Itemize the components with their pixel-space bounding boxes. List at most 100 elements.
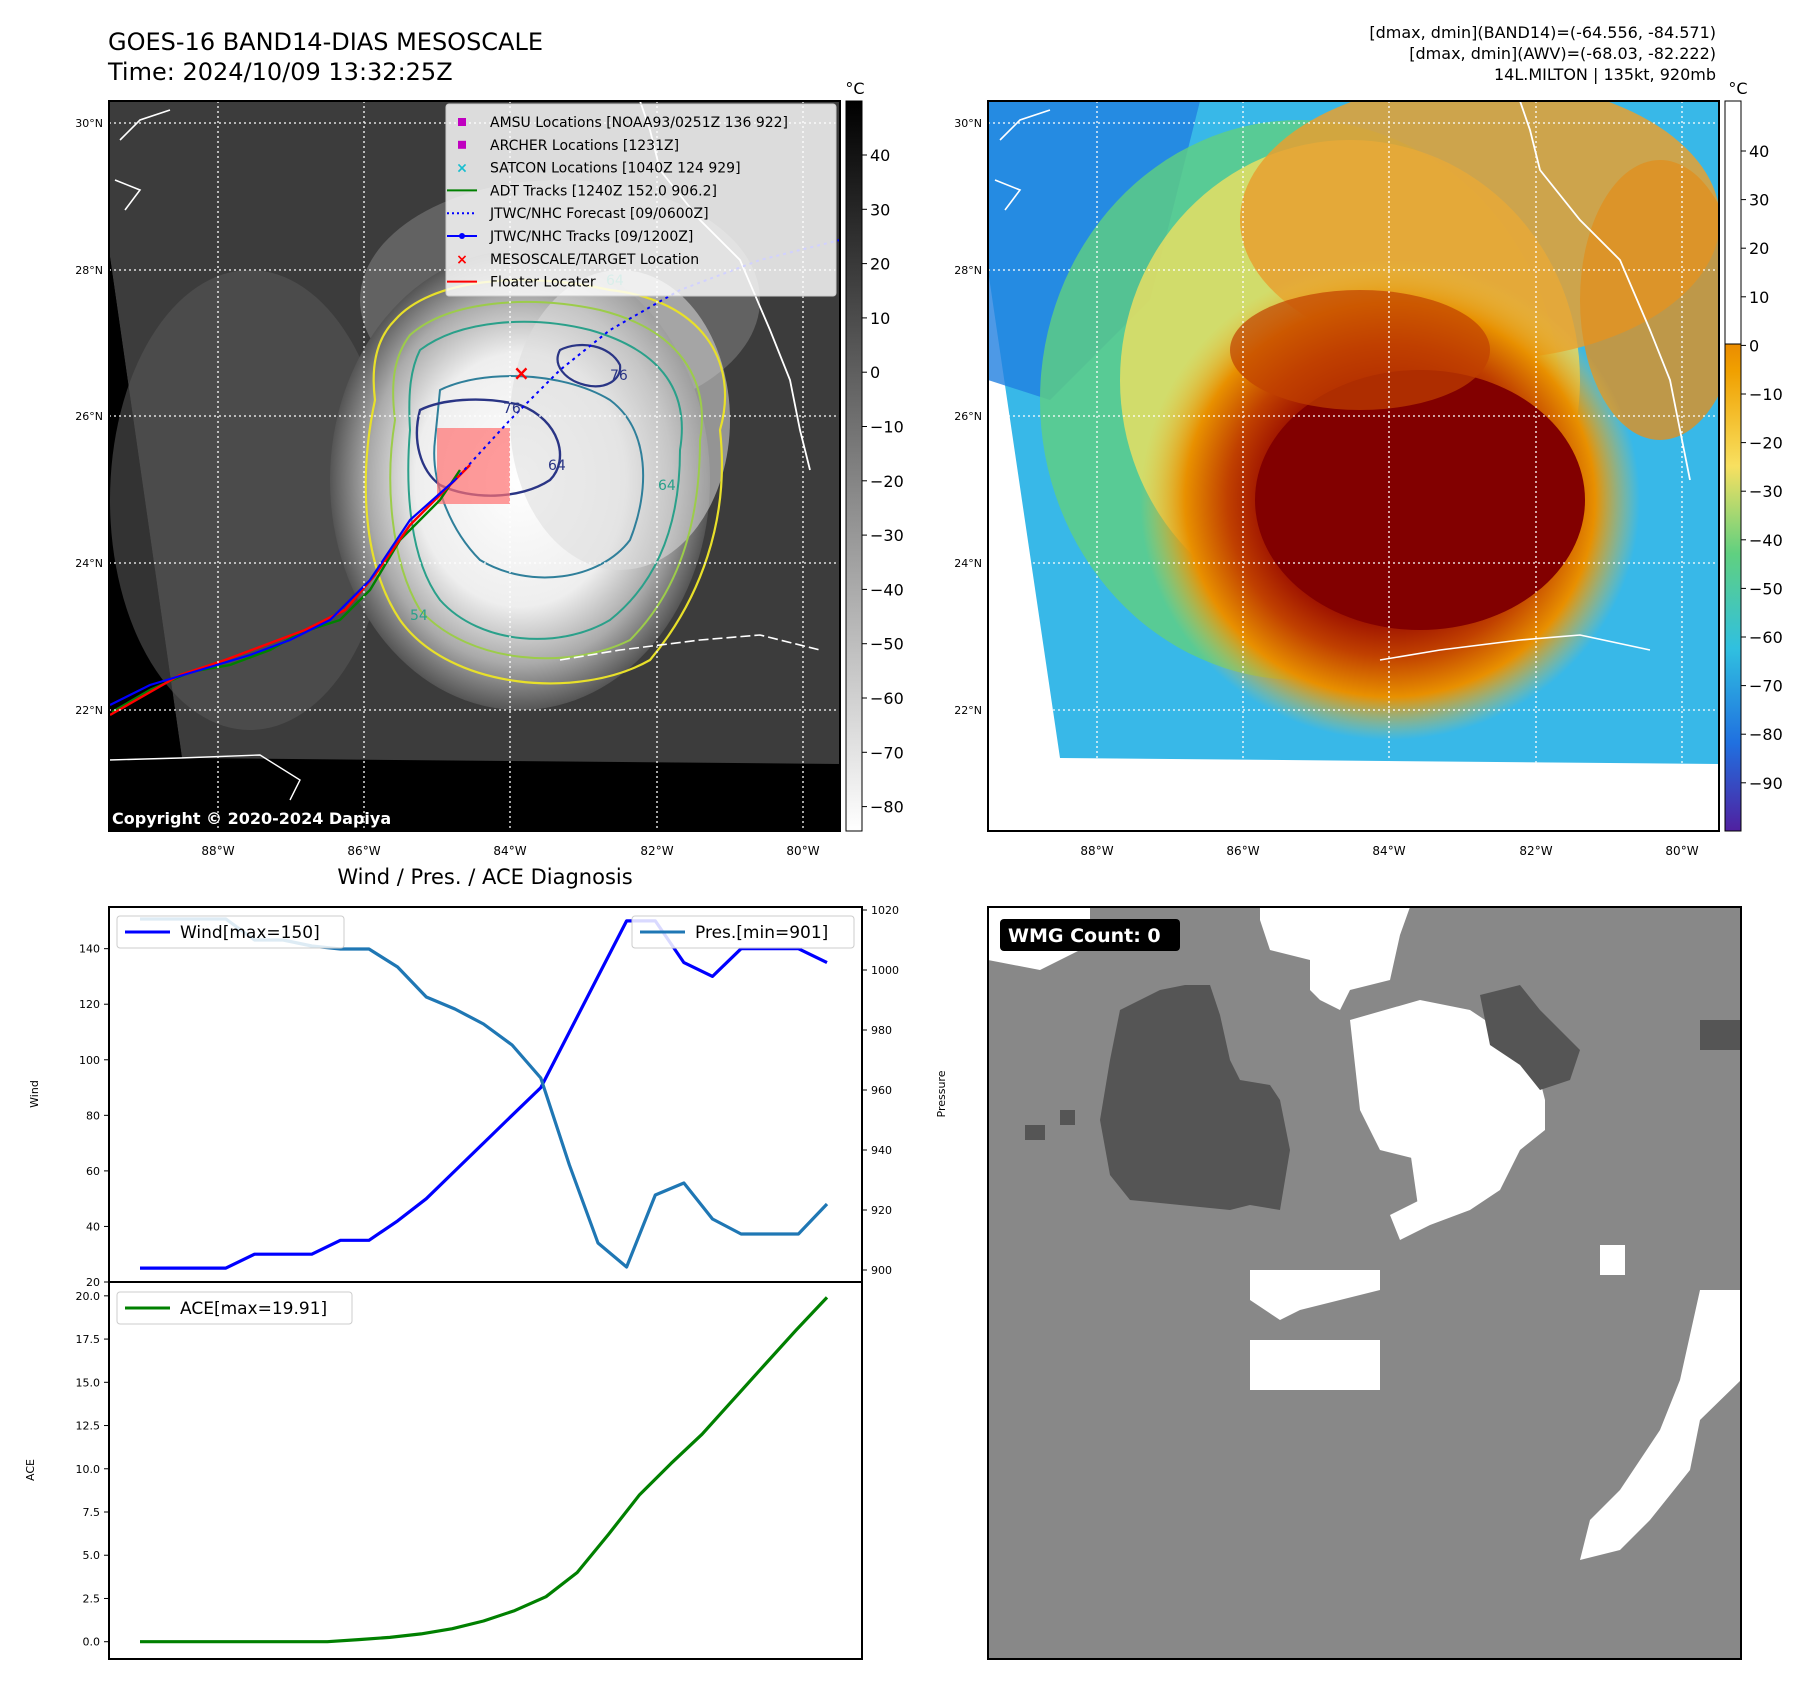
colorbar-tick-label: 0: [1749, 336, 1759, 355]
lat-tick-label: 26°N: [75, 410, 103, 423]
y-tick-label: 7.5: [83, 1506, 101, 1519]
y2-tick-label: 960: [871, 1084, 892, 1097]
target-marker: ×: [513, 361, 530, 385]
lat-tick-label: 22°N: [75, 704, 103, 717]
wind-legend-label: Wind[max=150]: [180, 923, 320, 943]
right-colorbar-ticks: 40 30 20 10 0 −10 −20 −30 −40 −50 −60 −70 −80 −90: [1741, 142, 1783, 793]
contour-label: 76: [503, 401, 521, 417]
right-colorbar-white-segment: [1724, 100, 1742, 345]
colorbar-tick-label: −70: [1749, 677, 1783, 696]
colorbar-tick-label: 30: [1749, 191, 1769, 210]
lon-tick-label: 82°W: [640, 844, 673, 858]
left-map-imagery: × 64 64 54 76 76 64: [109, 101, 840, 801]
y-tick-label: 140: [79, 943, 100, 956]
legend-label: AMSU Locations [NOAA93/0251Z 136 922]: [490, 115, 788, 131]
colorbar-tick-label: −20: [870, 472, 904, 491]
colorbar-tick-label: −80: [870, 798, 904, 817]
lon-tick-label: 80°W: [786, 844, 819, 858]
y2-tick-label: 940: [871, 1144, 892, 1157]
right-map-axis-labels: 30°N 28°N 26°N 24°N 22°N 88°W 86°W 84°W 82°W 80°W: [954, 117, 1698, 858]
left-map-frame: [108, 100, 841, 832]
series-line-ace: [140, 1296, 829, 1644]
colorbar-tick-label: −70: [870, 743, 904, 762]
left-colorbar-ticks: 40 30 20 10 0 −10 −20 −30 −40 −50 −60 −70 −80: [862, 146, 904, 817]
y-tick-label: 17.5: [76, 1333, 101, 1346]
y2-tick-label: 980: [871, 1024, 892, 1037]
y-tick-label: 120: [79, 998, 100, 1011]
lon-tick-label: 84°W: [1372, 844, 1405, 858]
colorbar-tick-label: 20: [1749, 239, 1769, 258]
legend-label: ADT Tracks [1240Z 152.0 906.2]: [490, 183, 717, 199]
lat-tick-label: 28°N: [75, 264, 103, 277]
y-tick-label: 80: [86, 1109, 100, 1122]
wmg-panel: WMG Count: 0: [987, 906, 1742, 1660]
lon-tick-label: 88°W: [201, 844, 234, 858]
colorbar-tick-label: −50: [1749, 579, 1783, 598]
legend-marker-dot: [459, 233, 465, 239]
legend-label: Floater Locater: [490, 275, 596, 291]
pressure-legend-box: [631, 915, 855, 949]
wind-axis-label: Wind: [28, 1080, 41, 1108]
colorbar-tick-label: −30: [870, 526, 904, 545]
left-map-axis-labels: 30°N 28°N 26°N 24°N 22°N 88°W 86°W 84°W 82°W 80°W: [75, 117, 819, 858]
colorbar-tick-label: 40: [870, 146, 890, 165]
colorbar-tick-label: −60: [1749, 628, 1783, 647]
y2-tick-label: 1000: [871, 964, 899, 977]
y-tick-label: 60: [86, 1165, 100, 1178]
colorbar-tick-label: −60: [870, 689, 904, 708]
wmg-count-label: WMG Count: 0: [1008, 925, 1161, 947]
lat-tick-label: 22°N: [954, 704, 982, 717]
wind-pressure-chart: 20 40 60 80 100 120 140 900 920 940 960 980 1000 1020…: [28, 904, 948, 1289]
lat-tick-label: 26°N: [954, 410, 982, 423]
pressure-legend-label: Pres.[min=901]: [695, 923, 828, 943]
colorbar-tick-label: −10: [870, 418, 904, 437]
colorbar-tick-label: −80: [1749, 725, 1783, 744]
contour-label: 64: [658, 478, 676, 494]
left-colorbar-unit: °C: [845, 79, 864, 98]
lat-tick-label: 24°N: [75, 557, 103, 570]
legend-marker: ×: [456, 161, 468, 177]
y-tick-label: 100: [79, 1054, 100, 1067]
ace-axis-label: ACE: [24, 1459, 37, 1481]
left-colorbar: [845, 100, 863, 832]
colorbar-tick-label: −10: [1749, 385, 1783, 404]
contour-label: 54: [410, 608, 428, 624]
storm-info: 14L.MILTON | 135kt, 920mb: [1494, 65, 1716, 84]
legend-label: JTWC/NHC Tracks [09/1200Z]: [489, 229, 693, 245]
figure-title: GOES-16 BAND14-DIAS MESOSCALE: [108, 28, 543, 56]
lat-tick-label: 28°N: [954, 264, 982, 277]
ace-legend-box: [116, 1291, 353, 1325]
legend-marker: [458, 140, 466, 149]
y-tick-label: 10.0: [76, 1463, 101, 1476]
lon-tick-label: 80°W: [1665, 844, 1698, 858]
colorbar-tick-label: −50: [870, 635, 904, 654]
legend-label: ARCHER Locations [1231Z]: [490, 138, 679, 154]
colorbar-tick-label: −90: [1749, 774, 1783, 793]
right-map-panel: 30°N 28°N 26°N 24°N 22°N 88°W 86°W 84°W 82°W 80°W…: [954, 79, 1783, 858]
colorbar-tick-label: 10: [870, 309, 890, 328]
wmg-count-badge: [1000, 919, 1180, 951]
legend-box: [445, 103, 837, 297]
ace-legend-label: ACE[max=19.91]: [180, 1299, 327, 1319]
colorbar-tick-label: 40: [1749, 142, 1769, 161]
colorbar-tick-label: −20: [1749, 434, 1783, 453]
lon-tick-label: 84°W: [493, 844, 526, 858]
colorbar-tick-label: 30: [870, 200, 890, 219]
legend-label: MESOSCALE/TARGET Location: [490, 252, 699, 268]
y-tick-label: 40: [86, 1220, 100, 1233]
lon-tick-label: 86°W: [347, 844, 380, 858]
y2-tick-label: 1020: [871, 904, 899, 917]
y-tick-label: 15.0: [76, 1376, 101, 1389]
y-tick-label: 5.0: [83, 1549, 101, 1562]
stats-awv: [dmax, dmin](AWV)=(-68.03, -82.222): [1409, 44, 1716, 63]
wmg-dark-regions: [1025, 985, 1741, 1210]
y-tick-label: 0.0: [83, 1636, 101, 1649]
wmg-white-regions: [988, 907, 1741, 1560]
lat-tick-label: 30°N: [954, 117, 982, 130]
lat-tick-label: 30°N: [75, 117, 103, 130]
ace-frame: [108, 1281, 863, 1660]
legend-label: SATCON Locations [1040Z 124 929]: [490, 161, 741, 177]
wind-legend-box: [116, 915, 345, 949]
contour-label: 64: [548, 458, 566, 474]
right-map-gridlines: [988, 101, 1719, 831]
